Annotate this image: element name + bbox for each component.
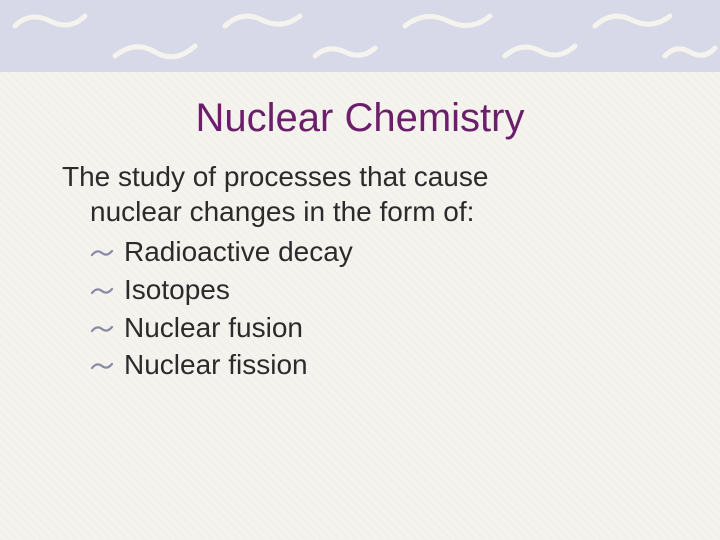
list-item: Nuclear fission <box>90 346 664 384</box>
squiggle-icon <box>400 6 495 36</box>
list-item: Nuclear fusion <box>90 309 664 347</box>
list-item-label: Nuclear fusion <box>124 312 303 343</box>
decorative-top-band <box>0 0 720 72</box>
squiggle-icon <box>310 40 380 66</box>
list-item-label: Radioactive decay <box>124 236 353 267</box>
intro-line-2: nuclear changes in the form of: <box>62 194 664 229</box>
intro-line-1: The study of processes that cause <box>62 161 488 192</box>
squiggle-bullet-icon <box>90 360 114 372</box>
squiggle-icon <box>590 4 675 34</box>
squiggle-icon <box>10 6 90 36</box>
slide-content: Nuclear Chemistry The study of processes… <box>0 72 720 540</box>
squiggle-icon <box>110 38 200 66</box>
list-item: Isotopes <box>90 271 664 309</box>
bullet-list: Radioactive decay Isotopes Nuclear fusio… <box>90 233 664 384</box>
squiggle-icon <box>220 4 305 34</box>
slide-title: Nuclear Chemistry <box>56 96 664 141</box>
squiggle-bullet-icon <box>90 323 114 335</box>
intro-text: The study of processes that cause nuclea… <box>62 159 664 229</box>
list-item-label: Nuclear fission <box>124 349 308 380</box>
list-item-label: Isotopes <box>124 274 230 305</box>
squiggle-icon <box>660 40 720 66</box>
squiggle-icon <box>500 38 580 66</box>
squiggle-bullet-icon <box>90 285 114 297</box>
squiggle-bullet-icon <box>90 247 114 259</box>
list-item: Radioactive decay <box>90 233 664 271</box>
